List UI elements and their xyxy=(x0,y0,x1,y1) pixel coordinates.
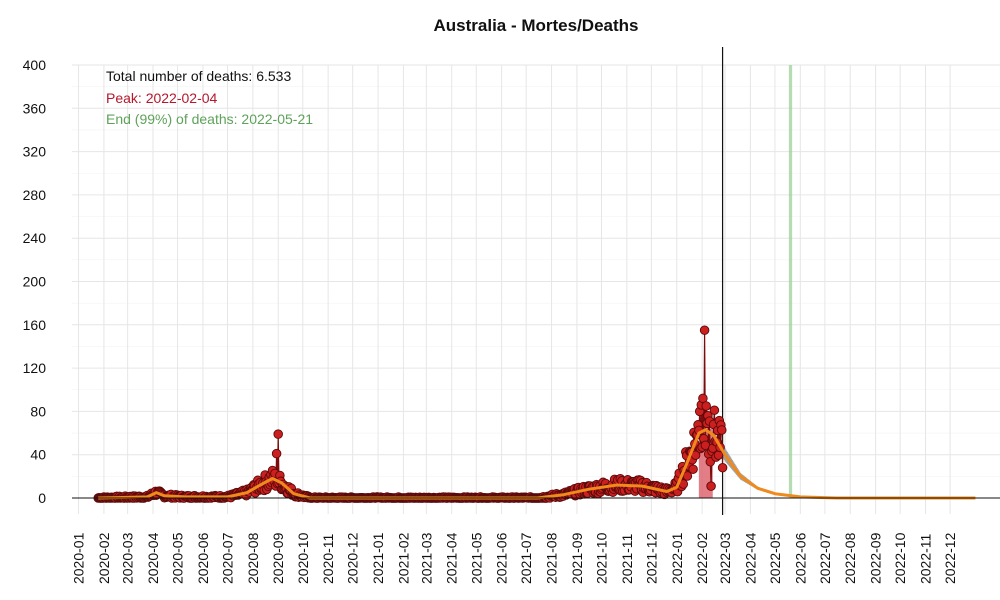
chart-title: Australia - Mortes/Deaths xyxy=(434,16,639,35)
daily-deaths-point xyxy=(706,481,716,491)
x-tick-label: 2021-07 xyxy=(518,532,534,584)
x-tick-label: 2020-12 xyxy=(345,532,361,584)
fit-curve xyxy=(98,428,976,500)
y-tick-label: 200 xyxy=(23,274,47,290)
x-tick-label: 2021-09 xyxy=(569,532,585,584)
y-tick-label: 320 xyxy=(23,144,47,160)
x-tick-label: 2020-07 xyxy=(219,532,235,584)
daily-deaths-point xyxy=(713,450,724,460)
x-tick-label: 2021-03 xyxy=(418,532,434,584)
x-tick-label: 2021-02 xyxy=(395,532,411,584)
annotation-peak: Peak: 2022-02-04 xyxy=(106,90,218,106)
x-tick-label: 2022-12 xyxy=(942,532,958,584)
x-tick-label: 2022-07 xyxy=(817,532,833,584)
x-tick-label: 2020-04 xyxy=(145,532,161,584)
daily-deaths-line xyxy=(98,330,724,500)
x-tick-label: 2020-06 xyxy=(195,532,211,584)
end-band xyxy=(788,65,793,498)
daily-deaths-point xyxy=(701,401,711,411)
x-tick-label: 2022-09 xyxy=(868,532,884,584)
y-tick-label: 40 xyxy=(30,447,46,463)
x-tick-label: 2020-03 xyxy=(120,532,136,584)
x-tick-label: 2022-04 xyxy=(742,532,758,584)
x-tick-label: 2020-01 xyxy=(71,532,87,584)
x-tick-label: 2020-05 xyxy=(170,532,186,584)
daily-deaths-point xyxy=(688,464,698,474)
x-tick-label: 2022-02 xyxy=(694,532,710,584)
x-tick-label: 2021-01 xyxy=(370,532,386,584)
x-tick-label: 2021-12 xyxy=(643,532,659,584)
x-tick-label: 2021-10 xyxy=(593,532,609,584)
x-tick-label: 2020-10 xyxy=(295,532,311,584)
x-tick-label: 2022-08 xyxy=(842,532,858,584)
x-tick-label: 2022-10 xyxy=(892,532,908,584)
grid xyxy=(72,64,1000,514)
x-tick-label: 2022-11 xyxy=(918,533,934,584)
x-tick-label: 2022-05 xyxy=(767,532,783,584)
daily-deaths-point xyxy=(709,405,720,415)
y-tick-label: 160 xyxy=(23,317,47,333)
daily-deaths-point xyxy=(717,462,728,473)
annotation-total-deaths: Total number of deaths: 6.533 xyxy=(106,68,291,84)
daily-deaths-point xyxy=(699,325,710,335)
y-tick-label: 240 xyxy=(23,230,47,246)
x-tick-label: 2022-06 xyxy=(792,532,808,584)
x-tick-label: 2021-11 xyxy=(619,533,635,584)
y-tick-label: 80 xyxy=(30,403,46,419)
axes: 0 40 80 120 160 200 240 280 320 360 400 2020-01 2020… xyxy=(23,57,1000,584)
daily-deaths-point xyxy=(271,448,282,459)
y-tick-label: 0 xyxy=(38,490,46,506)
x-tick-label: 2021-06 xyxy=(494,532,510,584)
y-tick-label: 360 xyxy=(23,100,47,116)
x-tick-label: 2020-08 xyxy=(245,532,261,584)
daily-deaths-point xyxy=(273,429,283,439)
x-tick-label: 2022-01 xyxy=(669,532,685,584)
y-tick-label: 400 xyxy=(23,57,47,73)
x-tick-label: 2020-02 xyxy=(96,532,112,584)
y-tick-label: 280 xyxy=(23,187,47,203)
annotation-end: End (99%) of deaths: 2022-05-21 xyxy=(106,111,313,127)
x-tick-label: 2021-04 xyxy=(444,532,460,584)
x-tick-label: 2021-08 xyxy=(544,532,560,584)
x-tick-label: 2020-09 xyxy=(270,532,286,584)
daily-deaths-point xyxy=(717,425,727,435)
x-tick-label: 2022-03 xyxy=(717,532,733,584)
x-tick-label: 2020-11 xyxy=(320,533,336,584)
daily-series xyxy=(93,325,728,503)
y-tick-label: 120 xyxy=(23,360,47,376)
fit-series xyxy=(98,428,976,500)
x-tick-label: 2021-05 xyxy=(468,532,484,584)
